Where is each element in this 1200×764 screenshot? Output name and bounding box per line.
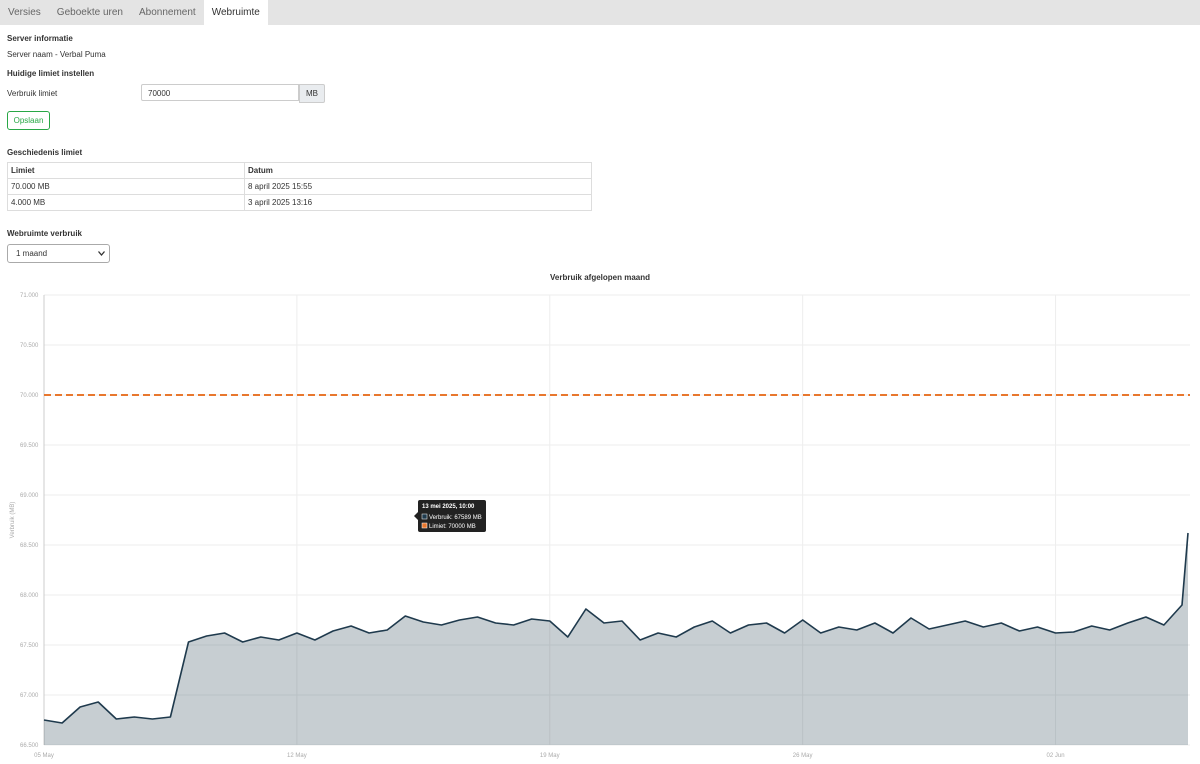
y-tick-label: 68.500 [20, 543, 39, 549]
cell: 3 april 2025 13:16 [244, 194, 592, 211]
y-axis-label: Verbruik (MB) [10, 502, 16, 539]
x-tick-label: 02 Jun [1047, 753, 1065, 759]
y-tick-label: 68.000 [20, 593, 39, 599]
column-header: Datum [244, 162, 592, 179]
y-tick-label: 67.500 [20, 643, 39, 649]
server-name: Server naam - Verbal Puma [7, 50, 106, 59]
chart-title: Verbruik afgelopen maand [550, 273, 650, 282]
chart: Verbruik afgelopen maand Verbruik (MB) 6… [10, 273, 1190, 759]
y-tick-label: 67.000 [20, 693, 39, 699]
tooltip-line: Verbruik: 67589 MB [429, 515, 482, 521]
y-tick-label: 69.000 [20, 493, 39, 499]
tab[interactable]: Versies [8, 7, 41, 18]
tooltip-line: Limiet: 70000 MB [429, 524, 476, 530]
tooltip-swatch [421, 513, 428, 520]
tooltip: 13 mei 2025, 10:00 Verbruik: 67589 MB Limi… [414, 500, 486, 532]
save-button[interactable]: Opslaan [7, 111, 50, 130]
x-tick-label: 19 May [540, 753, 560, 759]
history-table: Limiet Datum 70.000 MB 8 april 2025 15:55 … [7, 162, 592, 211]
column-header: Limiet [7, 162, 245, 179]
tooltip-swatch [421, 522, 428, 529]
cell: 8 april 2025 15:55 [244, 178, 592, 195]
cell: 70.000 MB [7, 178, 245, 195]
chevron [98, 251, 105, 256]
y-tick-label: 70.000 [20, 393, 39, 399]
tooltip-arrow [414, 512, 418, 520]
tab[interactable]: Geboekte uren [56, 7, 123, 18]
tab-active[interactable]: Webruimte [203, 0, 268, 25]
heading: Server informatie [7, 34, 73, 43]
tooltip-title: 13 mei 2025, 10:00 [422, 504, 475, 510]
usage-area [44, 533, 1188, 745]
y-tick-label: 69.500 [20, 443, 39, 449]
tab[interactable]: Abonnement [138, 7, 196, 18]
tooltip-box [418, 500, 486, 532]
heading: Huidige limiet instellen [7, 69, 95, 78]
heading: Geschiedenis limiet [7, 148, 83, 157]
usage-line [43, 532, 1189, 724]
x-tick-label: 26 May [793, 753, 813, 759]
tab-bar: Versies Geboekte uren Abonnement Webruim… [0, 0, 1200, 25]
unit-addon: MB [299, 84, 325, 103]
y-tick-label: 66.500 [20, 743, 39, 749]
field-label: Verbruik limiet [7, 89, 58, 98]
x-tick-label: 12 May [287, 753, 307, 759]
y-tick-label: 70.500 [20, 343, 39, 349]
period-select[interactable]: 1 maand [7, 244, 110, 263]
select-value: 1 maand [16, 249, 48, 258]
limit-input[interactable]: 70000 [141, 84, 299, 101]
y-tick-label: 71.000 [20, 293, 39, 299]
x-tick-label: 05 May [34, 753, 54, 759]
cell: 4.000 MB [7, 194, 245, 211]
heading: Webruimte verbruik [7, 229, 82, 238]
